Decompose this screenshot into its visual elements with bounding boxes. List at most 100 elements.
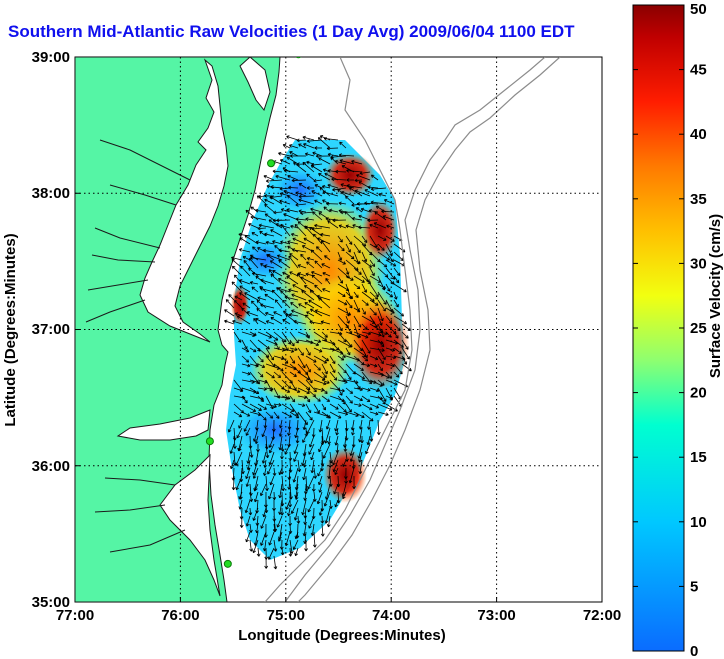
velocity-arrow	[257, 355, 264, 363]
colorbar-tick-label: 15	[690, 449, 707, 466]
velocity-arrow	[249, 257, 259, 269]
velocity-arrow	[317, 467, 323, 477]
velocity-arrow	[321, 371, 327, 378]
velocity-arrow	[377, 411, 389, 417]
velocity-arrow	[259, 230, 267, 237]
velocity-arrow	[312, 151, 323, 157]
velocity-arrow	[289, 271, 299, 277]
velocity-arrow	[252, 459, 259, 476]
velocity-arrow	[345, 331, 362, 339]
velocity-arrow	[298, 303, 307, 309]
velocity-arrow	[349, 451, 355, 462]
velocity-arrow	[324, 172, 339, 181]
velocity-arrow	[241, 363, 251, 368]
velocity-arrow	[376, 419, 381, 436]
radar-station-marker	[205, 437, 214, 446]
velocity-arrow	[266, 184, 275, 189]
velocity-arrow	[289, 331, 299, 344]
velocity-arrow	[334, 419, 339, 432]
velocity-arrow	[256, 308, 267, 317]
velocity-arrow	[345, 267, 350, 275]
velocity-arrow	[287, 195, 299, 205]
velocity-arrow	[385, 275, 395, 285]
velocity-arrow	[270, 229, 283, 237]
velocity-arrow	[345, 235, 353, 245]
velocity-arrow	[345, 403, 352, 413]
velocity-arrow	[314, 284, 323, 293]
velocity-arrow	[345, 451, 349, 462]
velocity-arrow	[225, 299, 235, 309]
velocity-arrow	[276, 515, 283, 528]
velocity-arrow	[326, 515, 331, 528]
velocity-arrow	[257, 403, 267, 410]
velocity-arrow	[273, 210, 283, 215]
velocity-arrow	[337, 291, 346, 298]
velocity-arrow	[365, 443, 371, 455]
velocity-arrow	[295, 202, 307, 207]
velocity-arrow	[314, 223, 331, 229]
velocity-arrow	[280, 223, 291, 237]
radar-station-marker	[295, 57, 302, 59]
velocity-arrow	[374, 211, 387, 221]
velocity-arrow	[377, 323, 385, 338]
velocity-arrow	[327, 152, 339, 157]
velocity-arrow	[345, 195, 355, 205]
velocity-arrow	[264, 232, 275, 237]
velocity-arrow	[288, 288, 299, 293]
velocity-arrow	[369, 339, 384, 345]
velocity-arrow	[320, 515, 325, 524]
velocity-arrow	[377, 355, 384, 365]
velocity-arrow	[294, 491, 299, 500]
velocity-arrow	[294, 427, 299, 439]
velocity-arrow	[295, 217, 307, 222]
velocity-arrow	[328, 499, 333, 509]
velocity-arrow	[312, 211, 323, 221]
velocity-arrow	[260, 278, 275, 285]
velocity-arrow	[277, 287, 291, 293]
velocity-arrow	[366, 435, 371, 446]
velocity-arrow	[270, 317, 283, 325]
velocity-arrow	[280, 290, 291, 301]
velocity-arrow	[256, 195, 267, 205]
velocity-arrow	[234, 312, 243, 317]
velocity-arrow	[358, 451, 363, 463]
velocity-arrow	[353, 283, 361, 290]
velocity-arrow	[310, 249, 323, 261]
velocity-arrow	[254, 435, 259, 445]
velocity-arrow	[353, 331, 369, 339]
velocity-arrow	[361, 387, 371, 392]
velocity-arrow	[337, 251, 343, 261]
velocity-arrow	[317, 137, 331, 149]
velocity-arrow	[280, 451, 284, 460]
colorbar-label: Surface Velocity (cm/s)	[707, 214, 724, 378]
velocity-arrow	[244, 235, 259, 245]
velocity-arrow	[293, 507, 299, 521]
velocity-arrow	[269, 196, 283, 205]
velocity-arrow	[306, 256, 315, 261]
velocity-arrow	[304, 302, 315, 309]
velocity-arrow	[358, 214, 371, 221]
x-axis-label: Longitude (Degrees:Minutes)	[238, 627, 446, 644]
velocity-arrow	[302, 467, 307, 481]
lon-tick-label: 72:00	[583, 607, 621, 624]
velocity-arrow	[334, 435, 339, 446]
velocity-arrow	[377, 315, 383, 326]
velocity-arrow	[238, 232, 251, 237]
velocity-arrow	[280, 547, 285, 556]
velocity-arrow	[308, 299, 323, 309]
radar-station-marker	[223, 559, 232, 568]
lat-tick-label: 39:00	[32, 49, 70, 66]
velocity-arrow	[266, 459, 275, 475]
velocity-arrow	[358, 459, 363, 475]
velocity-arrow	[296, 138, 307, 143]
velocity-arrow	[328, 459, 333, 468]
velocity-arrow	[261, 427, 267, 438]
velocity-arrow	[361, 403, 373, 411]
velocity-arrow	[325, 277, 331, 285]
velocity-arrow	[377, 387, 387, 402]
velocity-arrow	[310, 207, 323, 213]
velocity-arrow	[320, 523, 325, 537]
velocity-arrow	[377, 339, 385, 348]
lat-tick-label: 37:00	[32, 321, 70, 338]
velocity-arrow	[305, 411, 313, 421]
